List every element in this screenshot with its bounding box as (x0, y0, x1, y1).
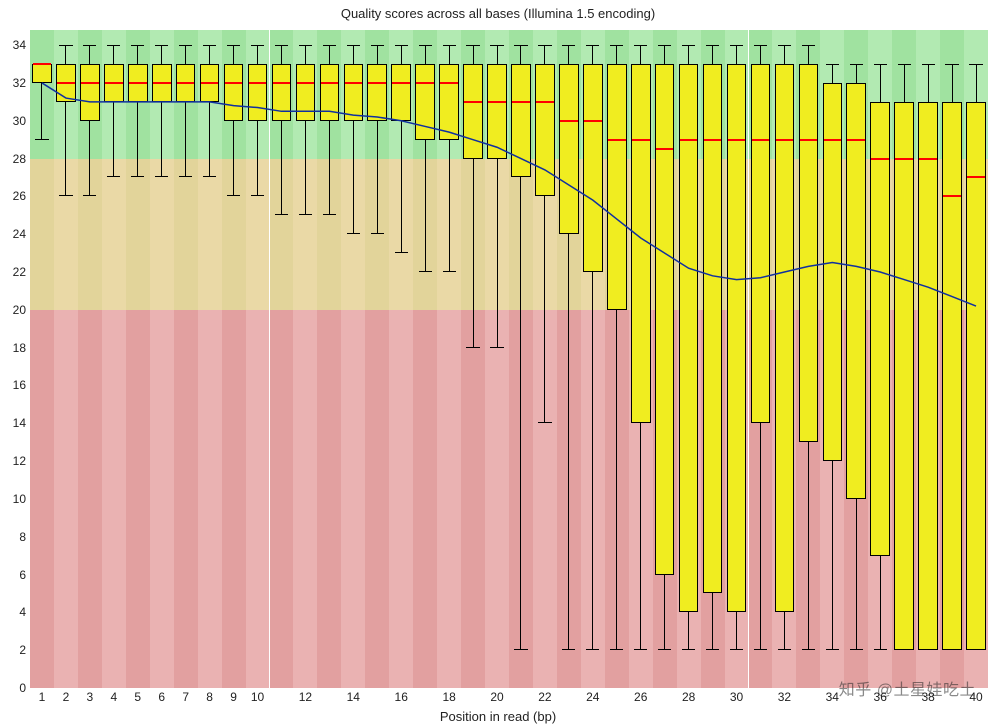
y-tick-label: 30 (4, 114, 26, 128)
y-tick-label: 2 (4, 643, 26, 657)
y-tick-label: 12 (4, 454, 26, 468)
y-tick-label: 32 (4, 76, 26, 90)
x-tick-label: 5 (134, 690, 141, 704)
y-tick-label: 4 (4, 605, 26, 619)
y-tick-label: 24 (4, 227, 26, 241)
x-tick-label: 22 (538, 690, 551, 704)
plot-area: 0246810121416182022242628303234123456789… (30, 30, 988, 688)
x-axis-label: Position in read (bp) (0, 709, 996, 724)
y-tick-label: 14 (4, 416, 26, 430)
mean-line (30, 30, 988, 688)
y-tick-label: 0 (4, 681, 26, 695)
x-tick-label: 16 (395, 690, 408, 704)
x-tick-label: 32 (778, 690, 791, 704)
x-tick-label: 40 (969, 690, 982, 704)
y-tick-label: 16 (4, 378, 26, 392)
x-tick-label: 2 (63, 690, 70, 704)
x-tick-label: 4 (110, 690, 117, 704)
y-tick-label: 20 (4, 303, 26, 317)
x-tick-label: 1 (39, 690, 46, 704)
chart-title: Quality scores across all bases (Illumin… (0, 6, 996, 21)
x-tick-label: 26 (634, 690, 647, 704)
x-tick-label: 18 (442, 690, 455, 704)
x-tick-label: 38 (921, 690, 934, 704)
quality-boxplot-chart: Quality scores across all bases (Illumin… (0, 0, 996, 728)
x-tick-label: 7 (182, 690, 189, 704)
x-tick-label: 24 (586, 690, 599, 704)
x-tick-label: 12 (299, 690, 312, 704)
y-tick-label: 10 (4, 492, 26, 506)
y-tick-label: 8 (4, 530, 26, 544)
x-tick-label: 14 (347, 690, 360, 704)
y-tick-label: 34 (4, 38, 26, 52)
x-tick-label: 30 (730, 690, 743, 704)
y-tick-label: 28 (4, 152, 26, 166)
x-tick-label: 9 (230, 690, 237, 704)
y-tick-label: 6 (4, 568, 26, 582)
x-tick-label: 20 (490, 690, 503, 704)
x-tick-label: 6 (158, 690, 165, 704)
x-tick-label: 10 (251, 690, 264, 704)
x-tick-label: 28 (682, 690, 695, 704)
y-tick-label: 18 (4, 341, 26, 355)
x-tick-label: 34 (826, 690, 839, 704)
y-tick-label: 22 (4, 265, 26, 279)
x-tick-label: 3 (87, 690, 94, 704)
y-tick-label: 26 (4, 189, 26, 203)
x-tick-label: 36 (874, 690, 887, 704)
x-tick-label: 8 (206, 690, 213, 704)
